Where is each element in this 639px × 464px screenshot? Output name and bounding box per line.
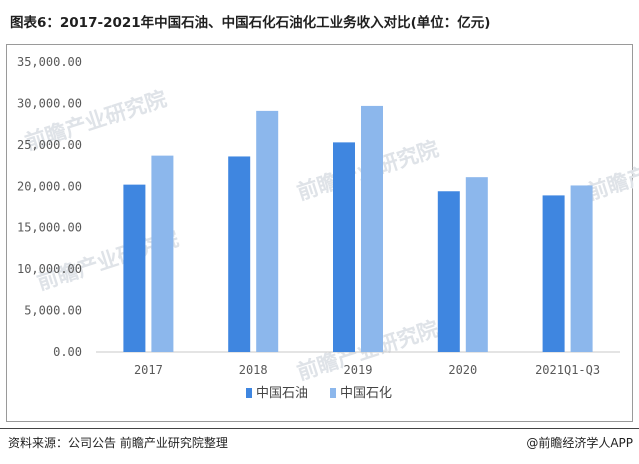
legend-swatch-1 [246, 388, 252, 398]
bar-series-2 [570, 185, 593, 352]
bar-series-1 [333, 142, 355, 352]
bar-series-2 [151, 155, 174, 352]
x-tick-label: 2019 [344, 363, 373, 377]
bar-chart: 前瞻产业研究院前瞻产业研究院前瞻产业研究院前瞻产业研究院前瞻产业研究院0.005… [17, 55, 639, 401]
legend-swatch-2 [330, 388, 336, 398]
bar-series-2 [465, 177, 488, 352]
y-tick-label: 30,000.00 [17, 96, 82, 110]
y-tick-label: 5,000.00 [24, 304, 82, 318]
brand-label: @前瞻经济学人APP [526, 436, 633, 450]
y-tick-label: 20,000.00 [17, 179, 82, 193]
legend-label-1: 中国石油 [256, 386, 308, 401]
y-tick-label: 25,000.00 [17, 138, 82, 152]
chart-frame [6, 44, 633, 422]
bar-series-1 [228, 156, 251, 352]
bar-series-2 [361, 105, 383, 353]
x-tick-label: 2020 [448, 363, 477, 377]
footer: 资料来源：公司公告 前瞻产业研究院整理 @前瞻经济学人APP [0, 428, 639, 464]
legend-label-2: 中国石化 [340, 386, 392, 401]
bar-series-1 [437, 191, 460, 352]
x-tick-label: 2018 [239, 363, 268, 377]
y-tick-label: 15,000.00 [17, 221, 82, 235]
y-tick-label: 35,000.00 [17, 55, 82, 69]
y-tick-label: 0.00 [53, 345, 82, 359]
bar-series-1 [123, 184, 146, 352]
bar-series-2 [256, 110, 279, 352]
chart-title: 图表6：2017-2021年中国石油、中国石化石油化工业务收入对比(单位：亿元) [10, 15, 491, 31]
x-tick-label: 2021Q1-Q3 [535, 363, 600, 377]
x-tick-label: 2017 [134, 363, 163, 377]
y-tick-label: 10,000.00 [17, 262, 82, 276]
bar-series-1 [542, 195, 565, 352]
source-note: 资料来源：公司公告 前瞻产业研究院整理 [8, 436, 228, 450]
